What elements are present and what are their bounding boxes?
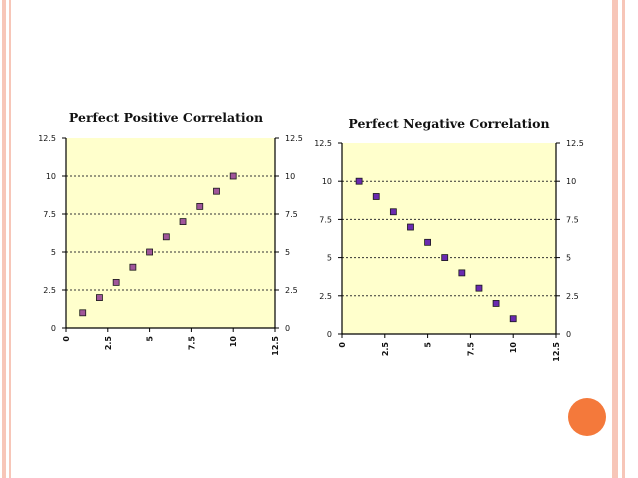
x-tick-label: 12.5 xyxy=(271,336,280,356)
data-point xyxy=(424,238,432,246)
y-tick-label-right: 2.5 xyxy=(285,286,298,295)
x-tick-label: 10 xyxy=(509,342,518,354)
y-tick-label: 7.5 xyxy=(43,210,56,219)
y-tick-label: 10 xyxy=(322,177,332,186)
y-tick-label: 12.5 xyxy=(38,134,56,143)
data-point xyxy=(112,278,120,286)
data-point xyxy=(162,233,170,241)
y-tick-label: 12.5 xyxy=(314,139,332,148)
data-point xyxy=(372,193,380,200)
y-tick-label: 5 xyxy=(51,248,56,257)
y-tick-label-right: 12.5 xyxy=(566,139,584,148)
data-point xyxy=(179,218,187,226)
y-tick-label-right: 10 xyxy=(566,177,576,186)
left-decorative-line xyxy=(9,0,11,478)
x-tick-label: 0 xyxy=(62,336,71,342)
x-tick-label: 0 xyxy=(338,342,347,348)
y-tick-label: 0 xyxy=(327,330,332,339)
chart-title: Perfect Positive Correlation xyxy=(69,110,263,125)
y-tick-label-right: 0 xyxy=(285,324,290,333)
data-point xyxy=(458,269,466,277)
x-tick-label: 10 xyxy=(229,336,238,348)
data-point xyxy=(196,202,204,210)
y-tick-label-right: 5 xyxy=(566,254,571,263)
x-tick-label: 2.5 xyxy=(104,336,113,351)
data-point xyxy=(509,315,517,323)
x-tick-label: 7.5 xyxy=(187,336,196,351)
y-tick-label-right: 7.5 xyxy=(285,210,298,219)
y-tick-label: 2.5 xyxy=(43,286,56,295)
y-tick-label-right: 2.5 xyxy=(566,292,579,301)
data-point xyxy=(146,248,154,256)
data-point xyxy=(96,294,103,302)
y-tick-label-right: 0 xyxy=(566,330,571,339)
y-tick-label: 0 xyxy=(51,324,56,333)
x-tick-label: 5 xyxy=(424,342,433,348)
data-point xyxy=(475,284,483,292)
plot-area xyxy=(342,143,556,334)
data-point xyxy=(355,177,363,185)
data-point xyxy=(213,187,220,195)
x-tick-label: 12.5 xyxy=(552,342,561,362)
data-point xyxy=(407,223,414,231)
chart-title: Perfect Negative Correlation xyxy=(348,116,549,131)
x-tick-label: 5 xyxy=(146,336,155,342)
accent-circle xyxy=(568,398,606,436)
data-point xyxy=(492,300,500,307)
y-tick-label: 5 xyxy=(327,254,332,263)
data-point xyxy=(229,172,237,180)
x-tick-label: 7.5 xyxy=(466,342,475,357)
y-tick-label: 7.5 xyxy=(319,215,332,224)
y-tick-label: 2.5 xyxy=(319,292,332,301)
y-tick-label-right: 10 xyxy=(285,172,295,181)
right-decorative-line xyxy=(622,0,625,478)
data-point xyxy=(129,263,137,271)
y-tick-label-right: 12.5 xyxy=(285,134,303,143)
x-tick-label: 2.5 xyxy=(381,342,390,357)
right-decorative-stripe xyxy=(612,0,618,478)
data-point xyxy=(79,309,87,317)
data-point xyxy=(389,208,397,216)
y-tick-label-right: 5 xyxy=(285,248,290,257)
left-decorative-stripe xyxy=(2,0,6,478)
data-point xyxy=(441,254,449,262)
y-tick-label: 10 xyxy=(46,172,56,181)
y-tick-label-right: 7.5 xyxy=(566,215,579,224)
